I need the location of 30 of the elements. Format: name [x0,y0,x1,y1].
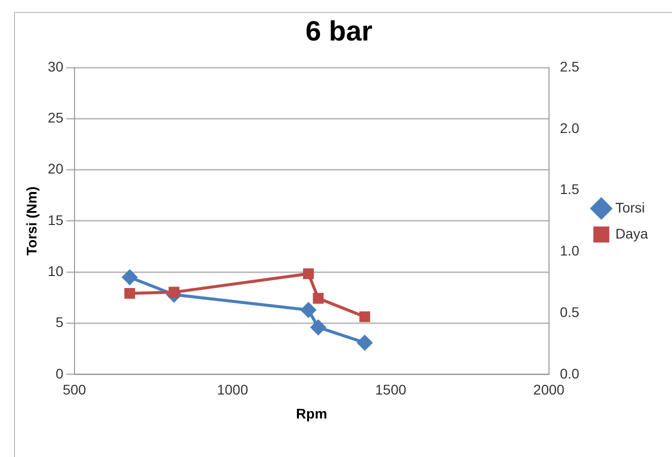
point [300,302,316,318]
x-tick-label: 2000 [533,382,565,398]
y-axis-title: Torsi (Nm) [23,186,40,256]
y2-tick-label: 2.5 [560,58,580,74]
chart-title: 6 bar [306,16,373,47]
y-tick-label: 30 [48,58,64,74]
point [357,335,372,350]
y-tick-label: 25 [48,110,64,126]
y2-tick-label: 0.5 [560,304,580,320]
point [310,320,326,335]
y-tick-label: 10 [48,262,64,279]
x-tick-label: 1500 [375,382,406,398]
point [122,270,138,285]
point [359,311,370,322]
x-axis-title: Rpm [296,405,328,422]
y-tick-label: 0 [56,365,64,382]
y2-tick-label: 1.0 [560,242,580,259]
legend-label: Torsi [615,199,645,216]
y-tick-label: 20 [48,160,64,177]
x-tick-label: 1000 [216,382,248,398]
point [124,288,136,299]
y-tick-label: 15 [48,212,64,228]
point [303,268,314,280]
y2-tick-label: 2.0 [560,120,580,136]
point [312,292,324,304]
y-tick-label: 5 [56,314,64,330]
x-tick-label: 500 [62,382,86,398]
y2-tick-label: 0.0 [560,365,580,382]
y2-tick-label: 1.5 [560,181,580,198]
legend-label: Daya [615,225,648,242]
